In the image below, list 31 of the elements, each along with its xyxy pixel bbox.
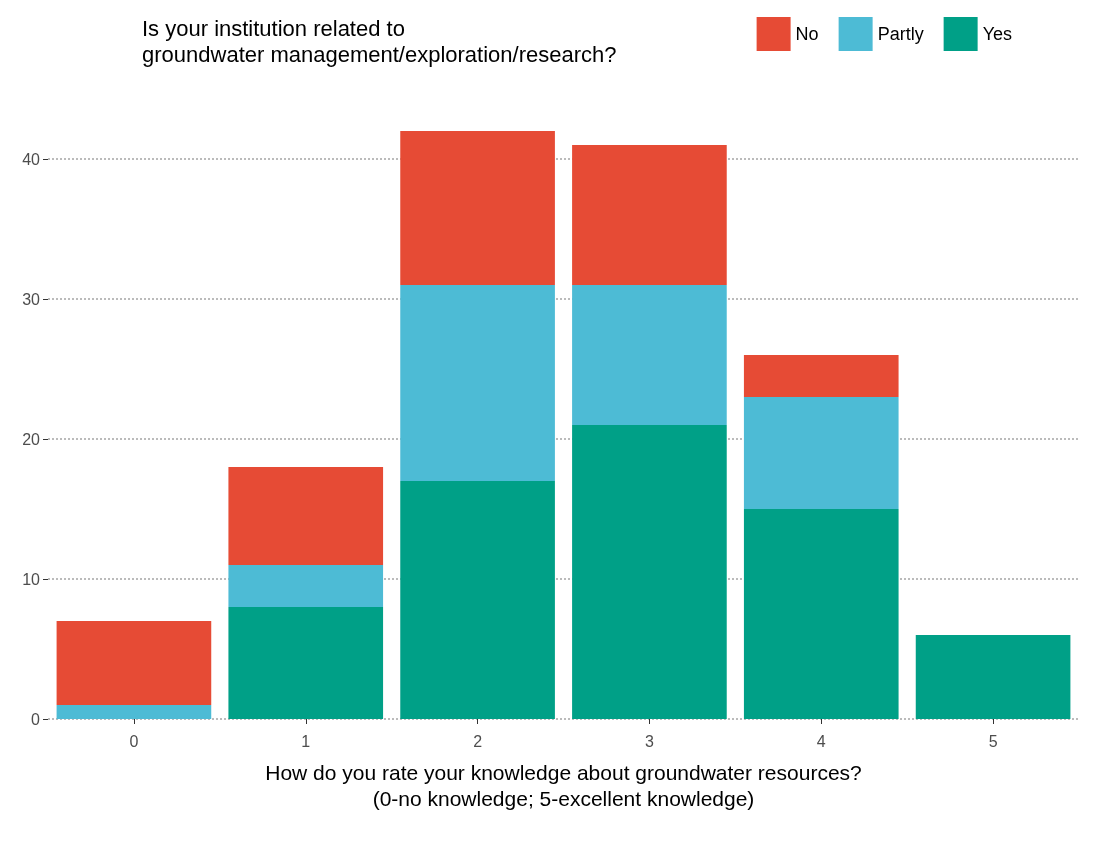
legend-label: Partly [877,24,924,44]
bar [228,607,384,719]
bar [228,565,384,607]
legend-label: Yes [982,24,1013,44]
x-tick-label: 4 [816,732,826,750]
bar [56,621,212,705]
x-axis-title: How do you rate your knowledge about groundwater resources? (0-no knowledge; 5-excellent knowledge) [265,760,862,810]
y-tick-label: 30 [22,290,41,308]
y-tick-label: 40 [22,150,41,168]
x-tick-label: 2 [473,732,483,750]
x-tick-label: 0 [129,732,139,750]
x-tick-label: 5 [988,732,998,750]
legend-title: Is your institution related to groundwater management/exploration/research? [142,15,617,67]
bar [743,397,899,509]
bar [400,285,555,481]
bar [400,131,555,285]
bar [228,467,384,565]
x-tick-label: 1 [301,732,311,750]
y-tick-label: 20 [22,430,41,448]
bar [915,635,1071,719]
bar [572,425,727,719]
y-tick-label: 10 [22,570,41,588]
bar [572,285,727,425]
bar [572,145,727,285]
bar [743,355,899,397]
bar [56,705,212,719]
y-tick-label: 0 [31,710,41,728]
legend-label: No [795,24,819,44]
x-tick-label: 3 [644,732,654,750]
bar [400,481,555,719]
bar [743,509,899,719]
